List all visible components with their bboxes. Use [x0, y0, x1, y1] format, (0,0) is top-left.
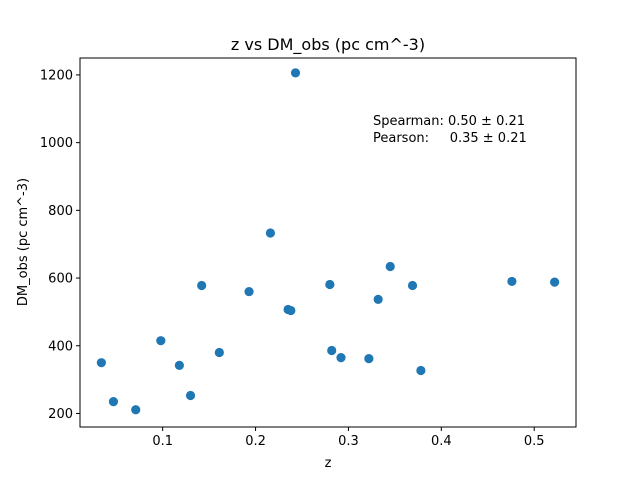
y-tick-label: 800 — [48, 204, 73, 219]
data-point — [385, 261, 395, 272]
x-axis-label: z — [325, 456, 332, 471]
data-point — [185, 390, 196, 401]
data-point — [131, 405, 141, 415]
x-tick-label: 0.3 — [338, 434, 359, 449]
data-point — [174, 360, 184, 370]
y-axis-label: DM_obs (pc cm^-3) — [16, 178, 31, 306]
data-point — [156, 336, 166, 346]
data-point — [407, 280, 418, 291]
data-point — [416, 365, 426, 376]
x-tick-label: 0.5 — [524, 434, 545, 449]
data-point — [336, 353, 346, 363]
data-point — [214, 347, 224, 358]
y-tick-label: 1200 — [40, 68, 73, 83]
x-tick-label: 0.2 — [245, 434, 266, 449]
data-points — [96, 68, 560, 415]
y-tick-label: 400 — [48, 339, 73, 354]
data-point — [265, 228, 276, 238]
data-point — [325, 279, 335, 290]
y-tick-label: 1000 — [40, 136, 73, 151]
y-axis: 200 400 600 800 1000 1200 — [40, 68, 80, 422]
data-point — [108, 397, 119, 407]
data-point — [507, 276, 517, 287]
data-point — [364, 354, 374, 364]
x-tick-label: 0.1 — [152, 434, 173, 449]
y-tick-label: 600 — [48, 272, 73, 287]
data-point — [244, 286, 254, 297]
data-point — [290, 68, 301, 78]
data-point — [197, 280, 207, 291]
data-point — [327, 345, 337, 356]
x-tick-label: 0.4 — [431, 434, 452, 449]
plot-area-frame — [79, 57, 577, 428]
spearman-annotation: Spearman: 0.50 ± 0.21 — [373, 114, 525, 129]
y-tick-label: 200 — [48, 407, 73, 422]
data-point — [373, 294, 383, 304]
data-point — [96, 358, 106, 368]
data-point — [286, 305, 296, 316]
data-point — [550, 277, 560, 287]
x-axis: 0.1 0.2 0.3 0.4 0.5 — [152, 427, 545, 449]
pearson-annotation: Pearson: 0.35 ± 0.21 — [373, 131, 527, 146]
chart-title: z vs DM_obs (pc cm^-3) — [231, 35, 425, 55]
